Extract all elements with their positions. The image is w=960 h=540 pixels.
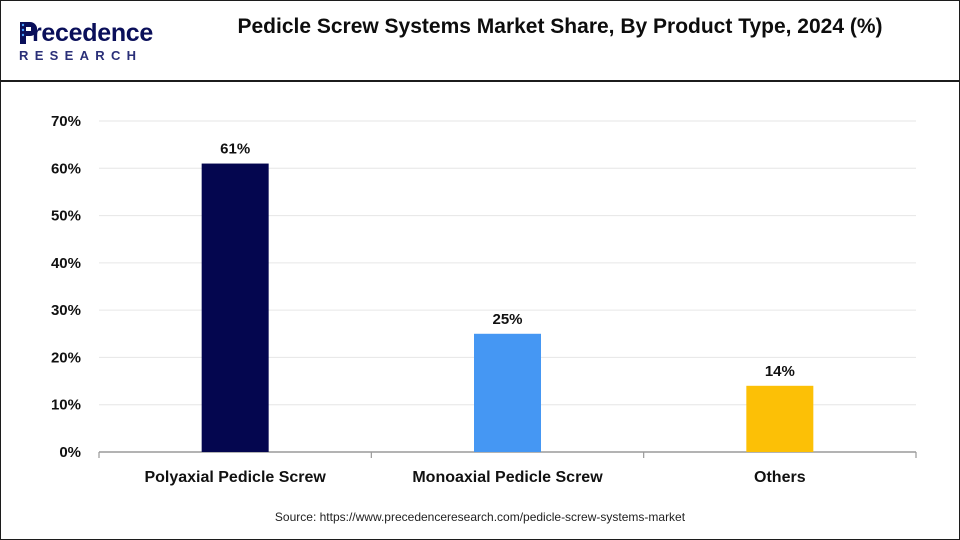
y-tick-label: 20% bbox=[51, 349, 81, 366]
bar bbox=[746, 385, 814, 452]
bar-chart: 0% 10% 20% 30% 40% 50% 60% 70% 61% Polyaxial Pedi… bbox=[51, 113, 917, 486]
source-note: Source: https://www.precedenceresearch.c… bbox=[274, 510, 686, 524]
y-tick-label: 50% bbox=[51, 208, 81, 225]
logo-brand-text: recedence bbox=[32, 18, 153, 47]
y-tick-label: 10% bbox=[51, 397, 81, 414]
x-category-label: Others bbox=[754, 469, 806, 486]
logo-p-icon bbox=[20, 22, 37, 44]
chart-title: Pedicle Screw Systems Market Share, By P… bbox=[237, 15, 883, 38]
data-label: 14% bbox=[765, 363, 795, 380]
y-tick-label: 0% bbox=[59, 444, 81, 461]
data-label: 25% bbox=[492, 311, 522, 328]
x-category-label: Monoaxial Pedicle Screw bbox=[412, 469, 603, 486]
logo-subtext: RESEARCH bbox=[19, 48, 143, 63]
y-tick-label: 60% bbox=[51, 160, 81, 177]
data-label: 61% bbox=[220, 141, 250, 158]
y-tick-label: 40% bbox=[51, 255, 81, 272]
header-divider bbox=[0, 80, 960, 82]
bar bbox=[474, 333, 541, 452]
x-category-label: Polyaxial Pedicle Screw bbox=[144, 469, 326, 486]
y-tick-label: 30% bbox=[51, 302, 81, 319]
precedence-research-logo: recedence RESEARCH bbox=[18, 18, 158, 64]
y-tick-label: 70% bbox=[51, 113, 81, 130]
logo-wordmark: recedence bbox=[18, 18, 153, 47]
bar bbox=[201, 163, 269, 453]
header: recedence RESEARCH Pedicle Screw Systems… bbox=[0, 0, 960, 80]
